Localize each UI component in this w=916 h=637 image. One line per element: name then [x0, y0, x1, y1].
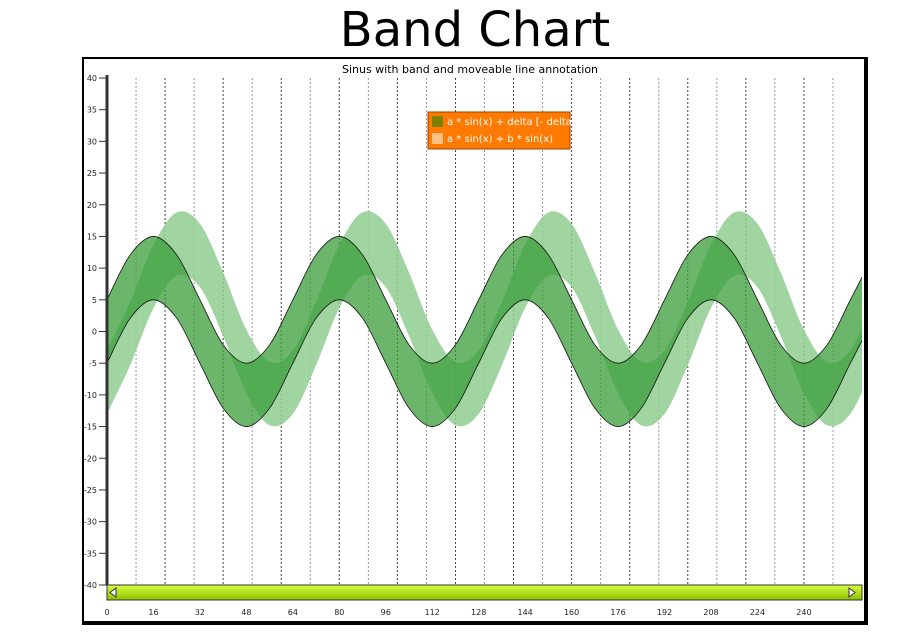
x-tick-label: 160 [564, 608, 579, 617]
chart-subtitle: Sinus with band and moveable line annota… [342, 63, 598, 76]
y-tick-label: -5 [89, 359, 97, 368]
x-tick-label: 128 [471, 608, 486, 617]
x-tick-label: 64 [288, 608, 298, 617]
band-series-1 [107, 236, 862, 427]
x-tick-label: 240 [796, 608, 811, 617]
y-tick-label: 15 [87, 232, 97, 241]
scrollbar-track[interactable] [106, 584, 863, 601]
band-lower-line [107, 299, 862, 427]
y-tick-label: -10 [84, 391, 97, 400]
y-tick-label: 30 [87, 137, 97, 146]
legend-label-2: a * sin(x) + b * sin(x) [447, 134, 553, 145]
x-tick-label: 192 [657, 608, 672, 617]
y-tick-label: 25 [87, 169, 97, 178]
y-tick-label: 10 [87, 264, 97, 273]
y-tick-label: -20 [84, 454, 97, 463]
band-upper-line [107, 236, 862, 364]
x-tick-label: 112 [425, 608, 440, 617]
x-tick-label: 96 [381, 608, 391, 617]
x-tick-label: 224 [750, 608, 765, 617]
y-tick-label: 0 [92, 328, 97, 337]
legend-swatch-1 [432, 116, 443, 127]
x-tick-label: 80 [334, 608, 344, 617]
legend-label-1: a * sin(x) + delta [- delta] [447, 117, 576, 128]
y-tick-label: 20 [87, 201, 97, 210]
legend-swatch-2 [432, 133, 443, 144]
y-tick-label: 5 [92, 296, 97, 305]
scroll-right-arrow-icon[interactable] [848, 587, 856, 598]
y-tick-label: -30 [84, 518, 97, 527]
x-tick-label: 0 [104, 608, 109, 617]
y-tick-label: -40 [84, 581, 97, 590]
y-tick-label: -25 [84, 486, 97, 495]
y-tick-label: 40 [87, 74, 97, 83]
x-tick-label: 16 [148, 608, 158, 617]
y-tick-label: -35 [84, 549, 97, 558]
legend-box [427, 111, 571, 150]
y-tick-label: -15 [84, 423, 97, 432]
page-title: Band Chart [339, 2, 611, 58]
x-tick-label: 32 [195, 608, 205, 617]
x-tick-label: 48 [241, 608, 251, 617]
band-series-2 [107, 211, 862, 427]
y-tick-label: 35 [87, 106, 97, 115]
scroll-left-arrow-icon[interactable] [109, 587, 117, 598]
legend[interactable]: a * sin(x) + delta [- delta] a * sin(x) … [427, 111, 576, 150]
x-tick-label: 144 [518, 608, 533, 617]
x-tick-label: 176 [610, 608, 625, 617]
x-tick-label: 208 [703, 608, 718, 617]
chart-frame [82, 57, 868, 625]
horizontal-scrollbar[interactable] [106, 584, 863, 601]
